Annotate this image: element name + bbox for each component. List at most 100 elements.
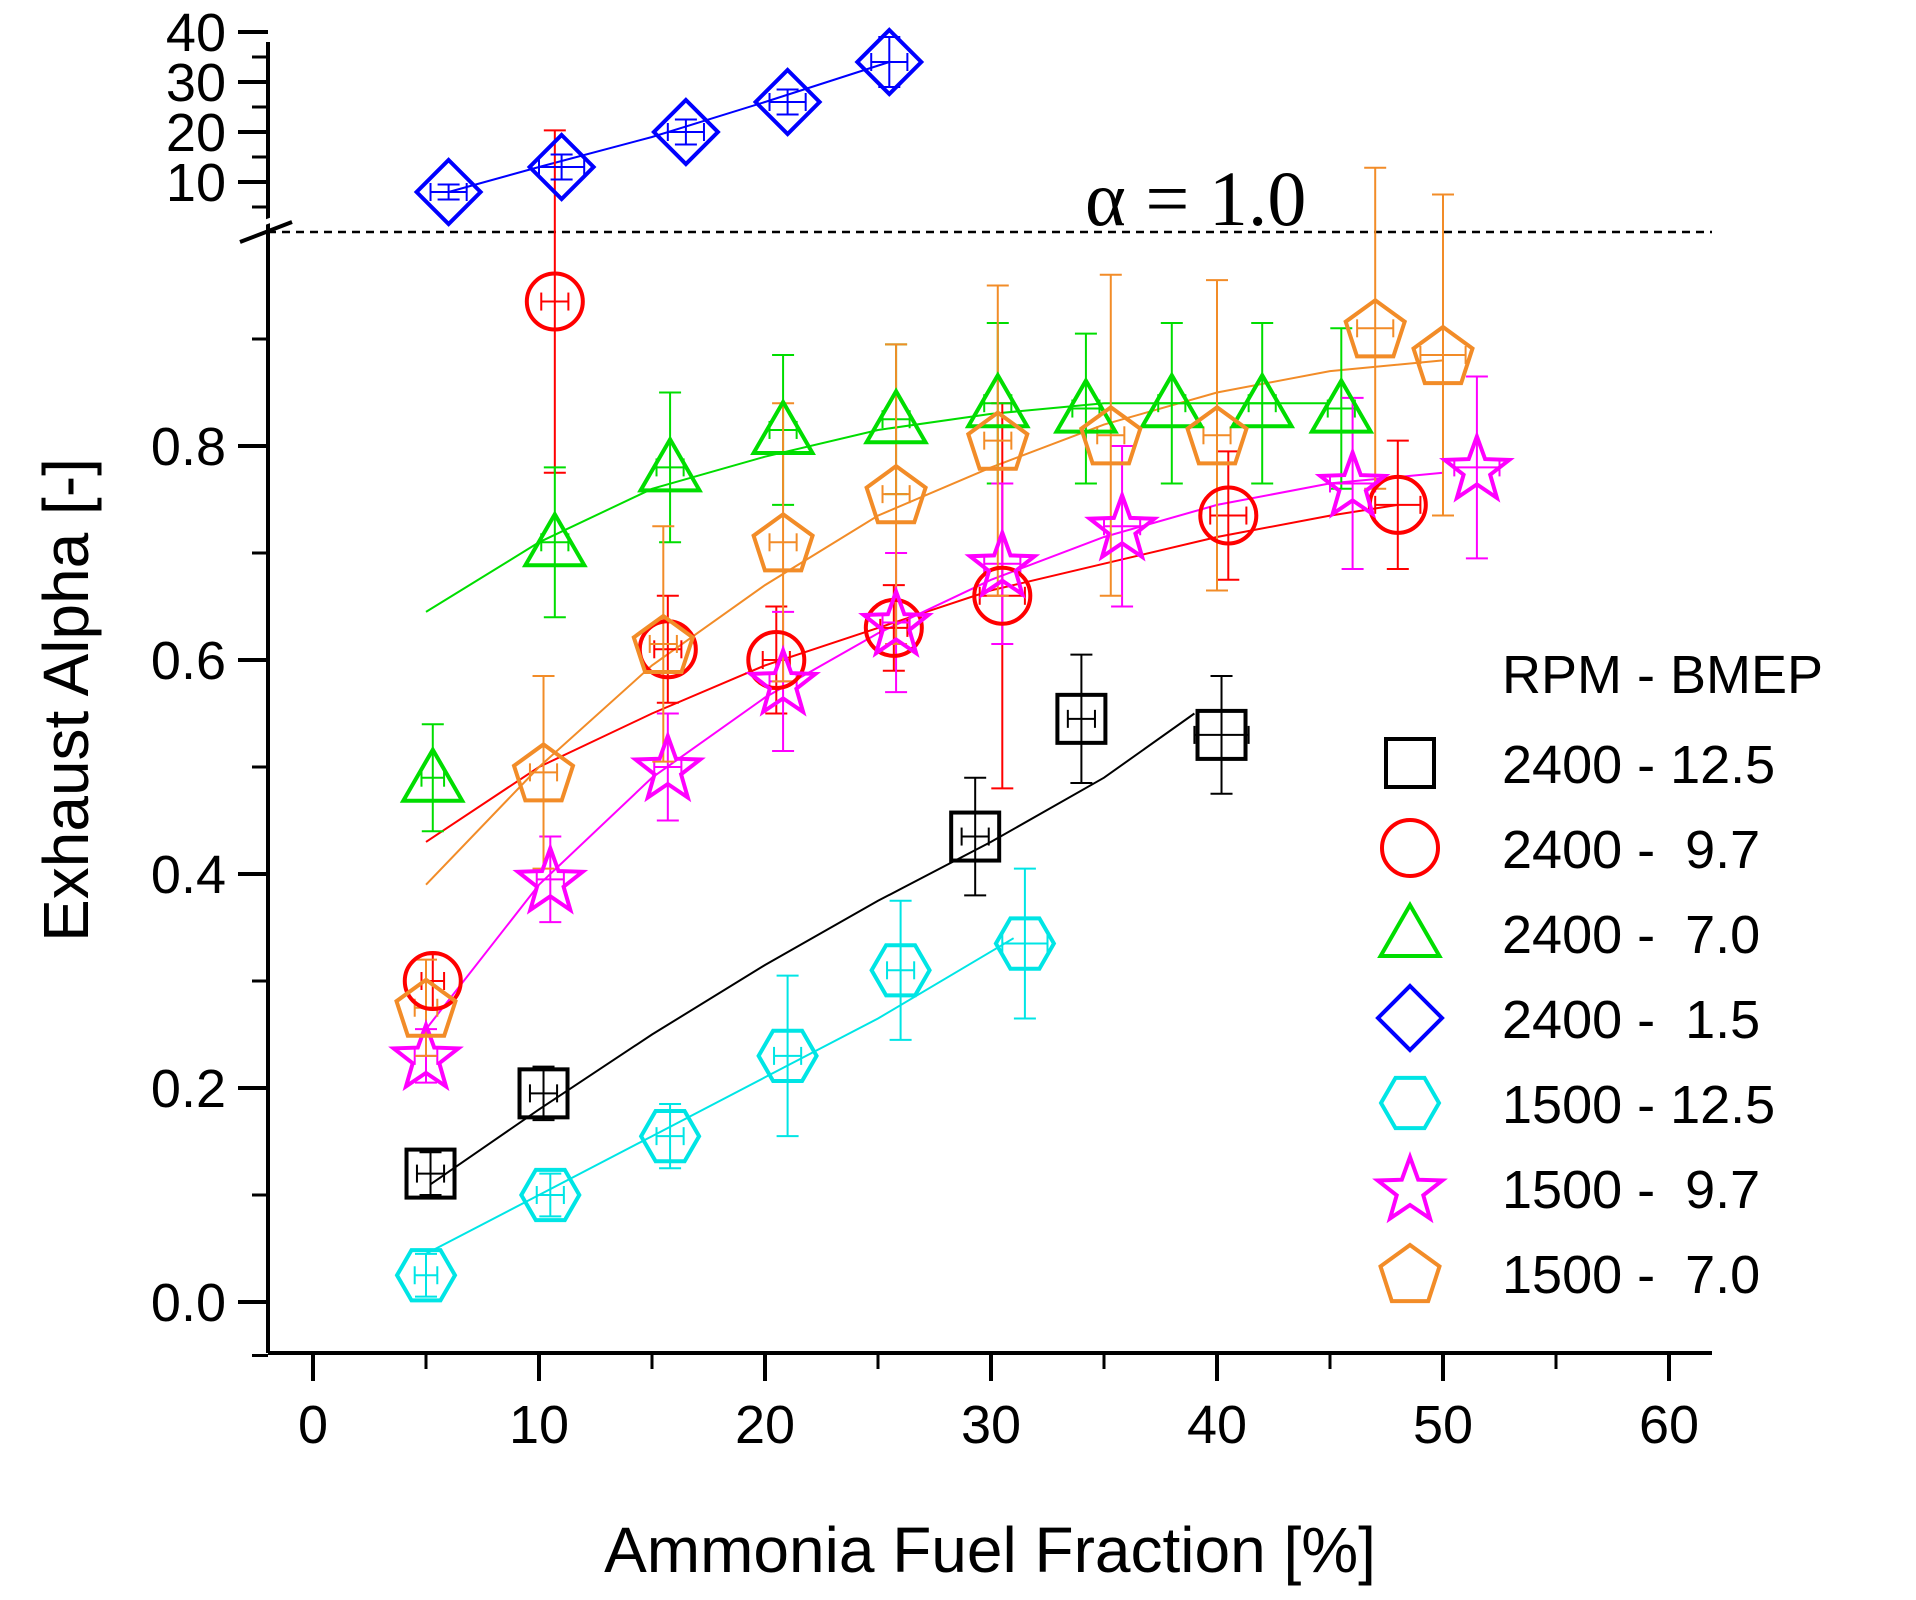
data-point-square: [1055, 692, 1108, 745]
data-point-pentagon: [965, 410, 1030, 471]
fit-line-star: [425, 471, 1444, 1030]
x-tick-label: 60: [1639, 1395, 1699, 1455]
data-point-star: [745, 644, 821, 717]
error-bar: [413, 1252, 439, 1298]
data-point-pentagon: [1411, 324, 1475, 386]
legend-marker-square: [1384, 737, 1436, 789]
data-point-star: [964, 526, 1041, 599]
x-tick-label: 40: [1187, 1395, 1247, 1455]
data-point-pentagon: [1078, 404, 1143, 466]
data-point-diamond: [413, 157, 484, 227]
data-point-triangle: [964, 371, 1031, 429]
error-bar: [415, 1151, 446, 1196]
data-point-hexagon: [638, 1109, 702, 1164]
error-bar: [538, 153, 586, 181]
fit-line-triangle: [425, 402, 1330, 613]
y-tick-label: 0.4: [151, 845, 226, 905]
x-tick-label: 30: [961, 1395, 1021, 1455]
data-point-star: [858, 585, 934, 658]
y-upper-tick-label: 10: [166, 153, 226, 213]
data-point-circle: [746, 630, 807, 690]
error-bar: [1202, 279, 1232, 592]
data-point-star: [1314, 446, 1391, 519]
error-bar: [768, 402, 798, 683]
data-point-triangle: [637, 435, 703, 493]
error-bar: [1066, 653, 1096, 785]
axes-layer: [238, 30, 1712, 1381]
error-bar: [666, 118, 705, 146]
error-bar: [528, 675, 559, 870]
data-point-triangle: [1229, 371, 1296, 429]
data-point-star: [1084, 489, 1160, 562]
axis-break-gap: [239, 209, 293, 235]
y-tick-label: 0.2: [151, 1059, 226, 1119]
data-point-diamond: [526, 132, 597, 202]
error-bar: [1157, 321, 1187, 485]
data-point-star: [512, 842, 589, 915]
legend-label: 2400 - 7.0: [1502, 905, 1760, 965]
error-bar: [1209, 450, 1248, 581]
data-points: [388, 27, 1515, 1303]
axis-break-mark: [239, 220, 293, 244]
legend-label: 1500 - 12.5: [1502, 1075, 1775, 1135]
y-upper-tick-label: 40: [166, 3, 226, 63]
data-point-pentagon: [394, 977, 458, 1038]
error-bar: [420, 723, 446, 833]
data-point-circle: [972, 565, 1033, 626]
error-bar: [886, 899, 916, 1041]
x-tick-label: 0: [298, 1395, 328, 1455]
error-bars: [413, 36, 1501, 1298]
data-point-hexagon: [869, 943, 932, 998]
y-axis-title: Exhaust Alpha [-]: [30, 458, 102, 942]
fit-line-pentagon: [425, 359, 1444, 886]
error-bar: [960, 776, 990, 897]
data-point-diamond: [651, 97, 721, 167]
x-axis-title: Ammonia Fuel Fraction [%]: [604, 1514, 1376, 1586]
data-point-triangle: [750, 398, 816, 455]
legend-marker-star: [1372, 1151, 1448, 1224]
error-bar: [1374, 439, 1422, 571]
legend-label: 1500 - 9.7: [1502, 1160, 1760, 1220]
error-bar: [768, 88, 807, 116]
data-point-star: [629, 730, 706, 803]
data-point-circle: [524, 271, 585, 332]
data-point-pentagon: [511, 741, 576, 803]
data-point-diamond: [854, 27, 925, 97]
y-tick-label: 0.0: [151, 1273, 226, 1333]
data-point-pentagon: [751, 511, 815, 573]
data-point-triangle: [521, 510, 588, 568]
data-point-hexagon: [518, 1167, 582, 1223]
fit-line-square: [429, 712, 1195, 1186]
legend: RPM - BMEP 2400 - 12.5 2400 - 9.7 2400 - 7…: [1372, 645, 1823, 1305]
error-bar: [1071, 332, 1101, 485]
error-bar: [1419, 193, 1467, 517]
data-point-square: [517, 1067, 570, 1120]
error-bar: [528, 1065, 559, 1122]
x-tick-label: 20: [735, 1395, 795, 1455]
error-bar: [540, 466, 570, 619]
legend-marker-pentagon: [1378, 1242, 1442, 1304]
data-point-triangle: [1308, 376, 1375, 434]
y-upper-tick-label: 30: [166, 53, 226, 113]
data-point-triangle: [863, 387, 929, 445]
data-point-triangle: [1053, 376, 1119, 434]
error-bar: [1356, 166, 1395, 490]
fit-line-diamond: [448, 61, 890, 193]
legend-title: RPM - BMEP: [1502, 645, 1823, 705]
x-tick-label: 10: [509, 1395, 569, 1455]
legend-label: 2400 - 12.5: [1502, 735, 1775, 795]
data-point-diamond: [752, 67, 823, 137]
data-point-triangle: [399, 745, 466, 803]
data-point-square: [404, 1147, 457, 1200]
data-point-hexagon: [993, 916, 1057, 971]
data-point-circle: [402, 951, 463, 1011]
error-bar: [540, 129, 570, 474]
data-point-pentagon: [1343, 297, 1408, 359]
x-tick-label: 50: [1413, 1395, 1473, 1455]
legend-label: 1500 - 7.0: [1502, 1245, 1760, 1305]
error-bar: [1326, 327, 1356, 490]
legend-marker-hexagon: [1378, 1075, 1442, 1131]
reference-line-label: α = 1.0: [1085, 155, 1306, 242]
